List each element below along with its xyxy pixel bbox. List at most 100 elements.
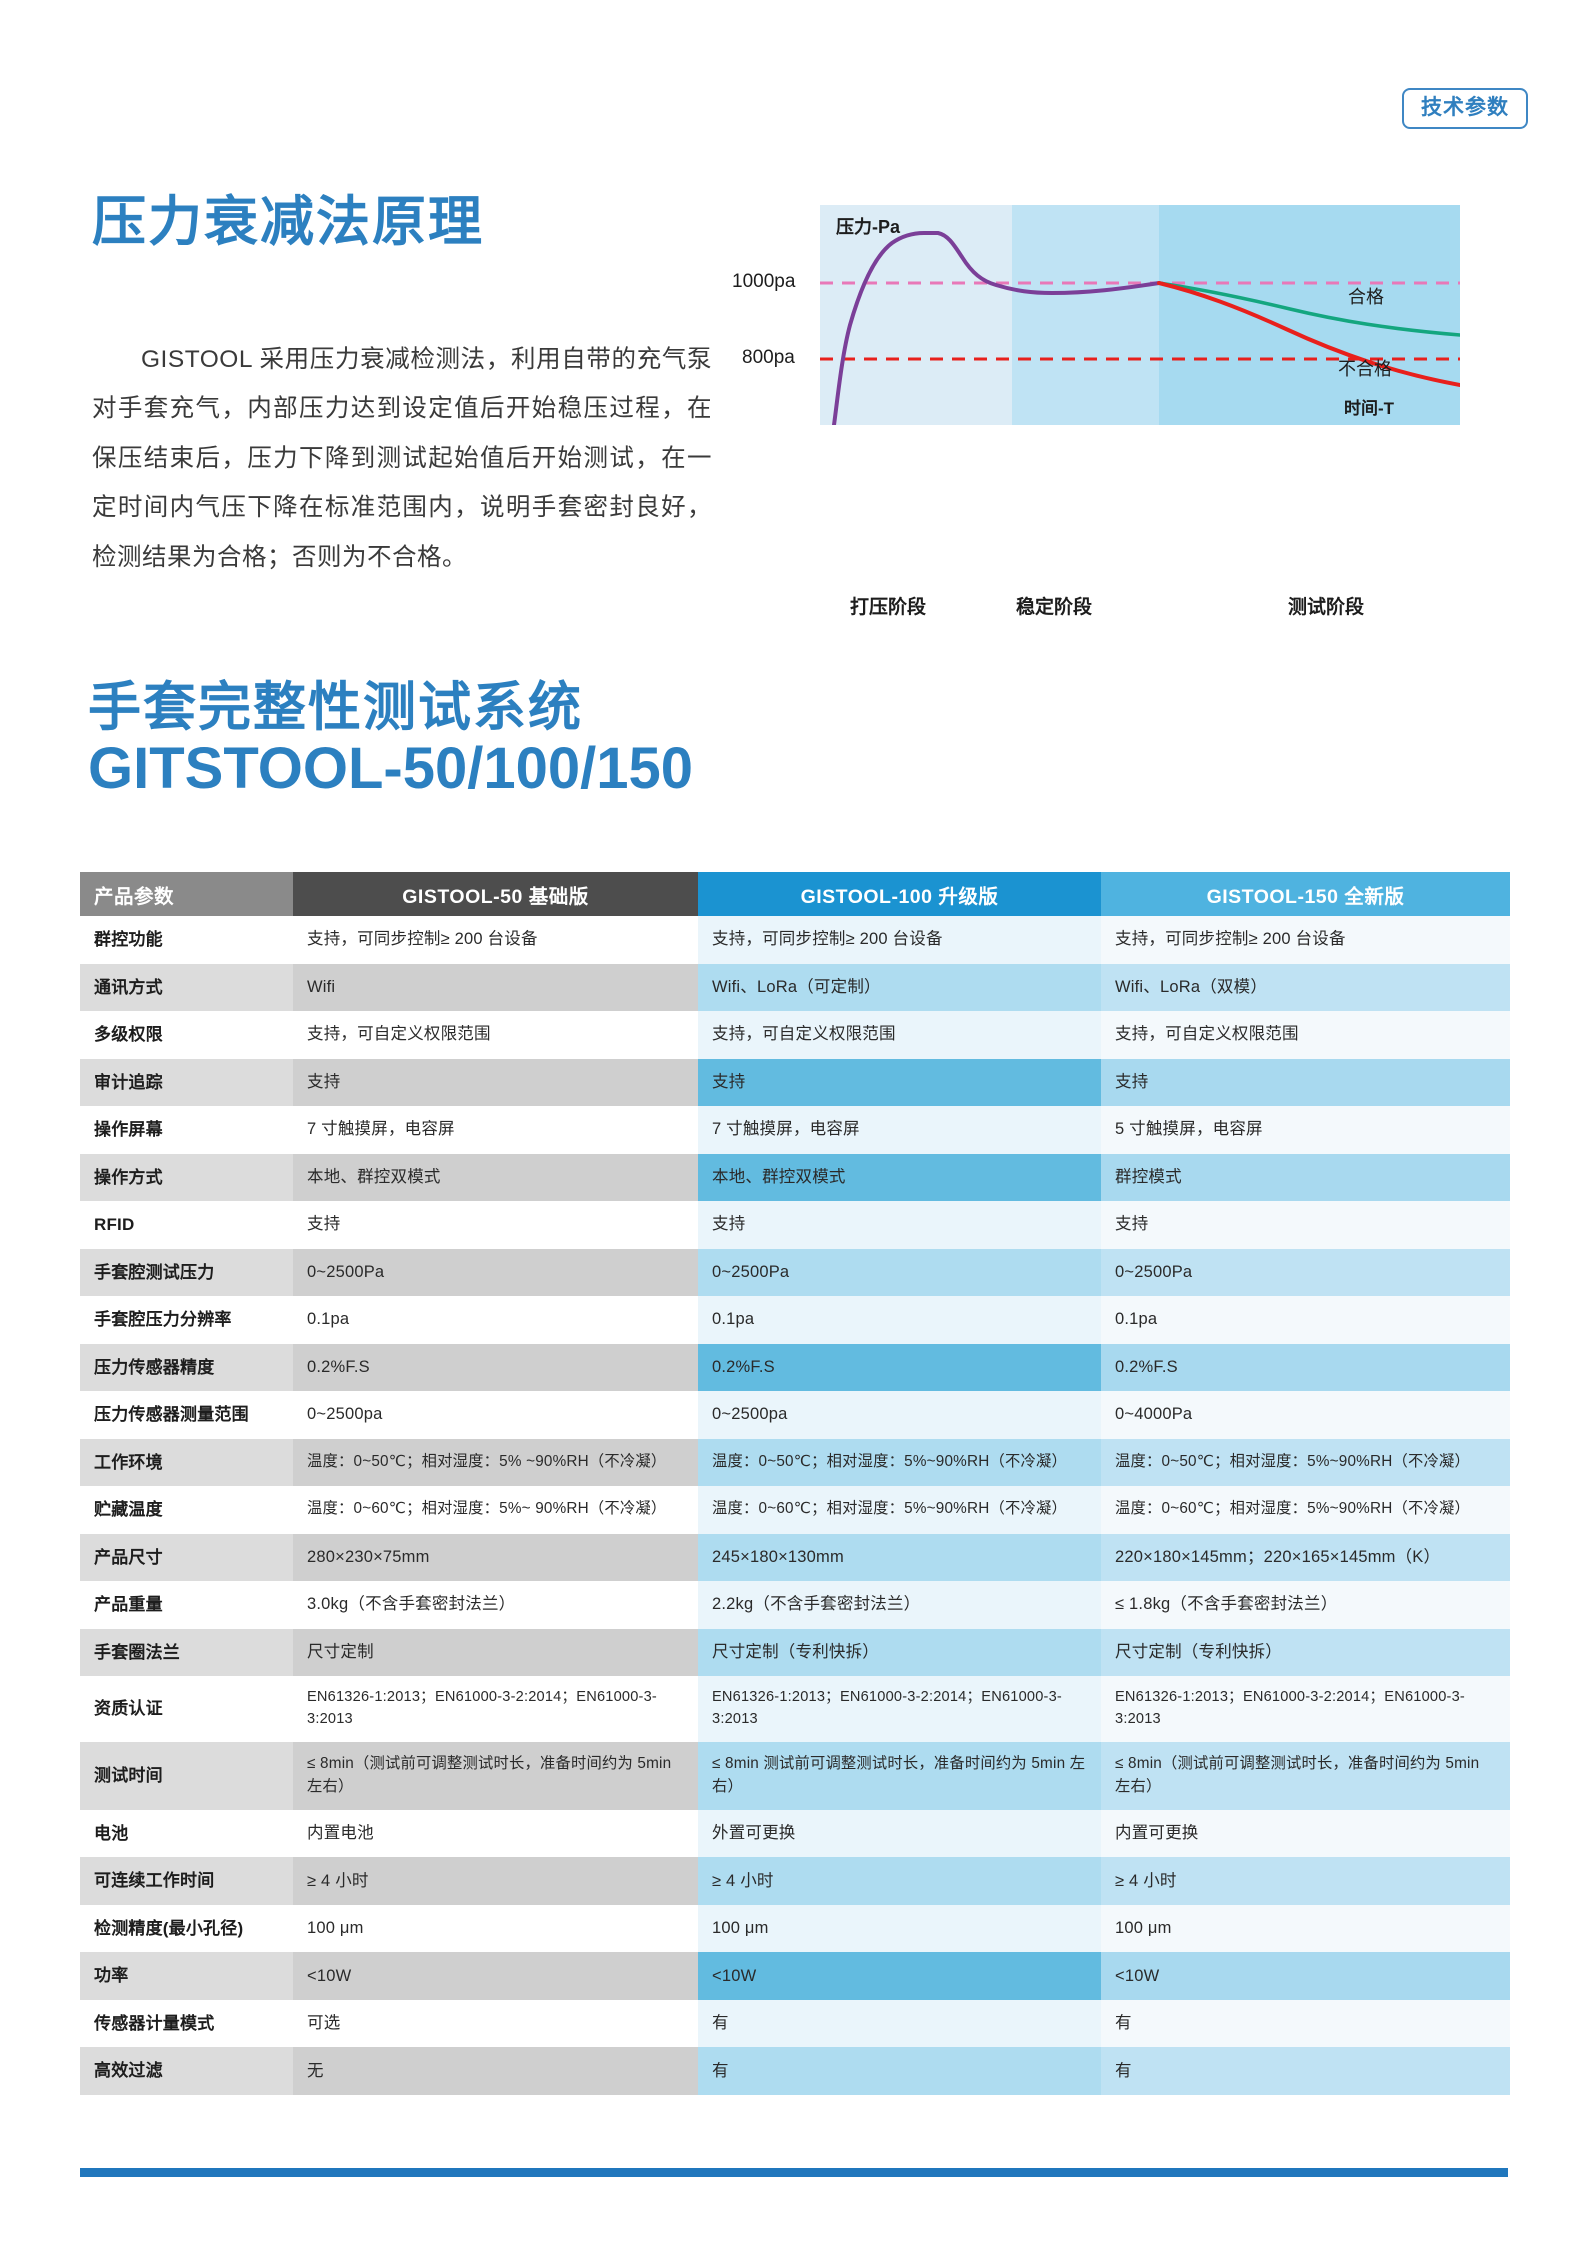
footer-rule bbox=[80, 2168, 1508, 2177]
row-param-label: 产品重量 bbox=[80, 1581, 293, 1629]
row-value-col2: 0.1pa bbox=[698, 1296, 1101, 1344]
table-row: 贮藏温度 温度：0~60℃；相对湿度：5%~ 90%RH（不冷凝） 温度：0~60℃… bbox=[80, 1486, 1510, 1534]
row-value-col2: 100 μm bbox=[698, 1904, 1101, 1953]
row-param-label: 压力传感器精度 bbox=[80, 1343, 293, 1391]
row-value-col1: 温度：0~50℃；相对湿度：5% ~90%RH（不冷凝） bbox=[293, 1438, 698, 1486]
row-param-label: 功率 bbox=[80, 1952, 293, 2000]
row-value-col2: 0~2500Pa bbox=[698, 1248, 1101, 1296]
curve-pass bbox=[1157, 281, 1460, 337]
table-row: 资质认证 EN61326-1:2013；EN61000-3-2:2014；EN61… bbox=[80, 1676, 1510, 1742]
row-value-col3: <10W bbox=[1101, 1952, 1510, 2000]
table-row: 压力传感器测量范围 0~2500pa 0~2500pa 0~4000Pa bbox=[80, 1391, 1510, 1439]
table-row: 通讯方式 Wifi Wifi、LoRa（可定制） Wifi、LoRa（双模） bbox=[80, 963, 1510, 1011]
col-header-param: 产品参数 bbox=[80, 872, 293, 916]
principle-title: 压力衰减法原理 bbox=[92, 192, 484, 252]
row-value-col3: EN61326-1:2013；EN61000-3-2:2014；EN61000-… bbox=[1101, 1676, 1510, 1742]
table-row: 电池 内置电池 外置可更换 内置可更换 bbox=[80, 1809, 1510, 1858]
curve-pressurize bbox=[832, 231, 1161, 425]
row-value-col2: 温度：0~50℃；相对湿度：5%~90%RH（不冷凝） bbox=[698, 1438, 1101, 1486]
row-value-col1: 支持 bbox=[293, 1058, 698, 1106]
product-title-cn: 手套完整性测试系统 bbox=[88, 678, 583, 737]
row-value-col1: 280×230×75mm bbox=[293, 1533, 698, 1581]
row-param-label: 高效过滤 bbox=[80, 2047, 293, 2095]
table-row: 工作环境 温度：0~50℃；相对湿度：5% ~90%RH（不冷凝） 温度：0~50℃… bbox=[80, 1438, 1510, 1486]
table-row: 高效过滤无有有 bbox=[80, 2047, 1510, 2095]
row-value-col1: 0.2%F.S bbox=[293, 1343, 698, 1391]
row-param-label: 电池 bbox=[80, 1809, 293, 1858]
row-value-col3: 内置可更换 bbox=[1101, 1809, 1510, 1858]
row-param-label: 资质认证 bbox=[80, 1676, 293, 1742]
row-value-col1: ≤ 8min（测试前可调整测试时长，准备时间约为 5min 左右） bbox=[293, 1741, 698, 1810]
table-row: 手套腔压力分辨率 0.1pa 0.1pa 0.1pa bbox=[80, 1296, 1510, 1344]
row-value-col2: 温度：0~60℃；相对湿度：5%~90%RH（不冷凝） bbox=[698, 1486, 1101, 1534]
row-value-col3: 有 bbox=[1101, 1999, 1510, 2048]
table-row: 测试时间 ≤ 8min（测试前可调整测试时长，准备时间约为 5min 左右） ≤ 8… bbox=[80, 1741, 1510, 1810]
row-value-col1: 7 寸触摸屏，电容屏 bbox=[293, 1106, 698, 1154]
table-row: 功率 <10W <10W <10W bbox=[80, 1952, 1510, 2000]
row-value-col2: 支持，可同步控制≥ 200 台设备 bbox=[698, 916, 1101, 964]
row-value-col3: 尺寸定制（专利快拆） bbox=[1101, 1628, 1510, 1676]
col-header-gistool100: GISTOOL-100 升级版 bbox=[698, 872, 1101, 916]
row-value-col2: 尺寸定制（专利快拆） bbox=[698, 1628, 1101, 1676]
row-value-col2: ≤ 8min 测试前可调整测试时长，准备时间约为 5min 左右） bbox=[698, 1741, 1101, 1810]
stage-band-stabilize bbox=[1012, 205, 1159, 425]
col-header-gistool50: GISTOOL-50 基础版 bbox=[293, 872, 698, 916]
col-header-gistool150: GISTOOL-150 全新版 bbox=[1101, 872, 1510, 916]
pressure-decay-chart: 压力-Pa 合格 不合格 时间-T 1000pa 800pa bbox=[732, 205, 1460, 425]
row-value-col3: 100 μm bbox=[1101, 1904, 1510, 1953]
legend-fail-label: 不合格 bbox=[1338, 359, 1392, 379]
row-value-col2: 0~2500pa bbox=[698, 1391, 1101, 1439]
product-title-en: GITSTOOL-50/100/150 bbox=[88, 736, 693, 802]
stage-band-pressurize bbox=[820, 205, 1012, 425]
stage-label-test: 测试阶段 bbox=[1288, 597, 1365, 618]
row-value-col2: <10W bbox=[698, 1952, 1101, 2000]
table-row: 压力传感器精度 0.2%F.S 0.2%F.S 0.2%F.S bbox=[80, 1343, 1510, 1391]
row-value-col2: Wifi、LoRa（可定制） bbox=[698, 963, 1101, 1011]
row-param-label: 产品尺寸 bbox=[80, 1533, 293, 1581]
row-value-col1: 温度：0~60℃；相对湿度：5%~ 90%RH（不冷凝） bbox=[293, 1486, 698, 1534]
table-row: 产品重量 3.0kg（不含手套密封法兰） 2.2kg（不含手套密封法兰） ≤ 1.8k… bbox=[80, 1581, 1510, 1629]
row-value-col1: 0~2500Pa bbox=[293, 1248, 698, 1296]
row-param-label: 可连续工作时间 bbox=[80, 1857, 293, 1905]
row-value-col1: 0.1pa bbox=[293, 1296, 698, 1344]
row-param-label: 压力传感器测量范围 bbox=[80, 1391, 293, 1439]
table-row: 群控功能 支持，可同步控制≥ 200 台设备 支持，可同步控制≥ 200 台设备 支持… bbox=[80, 916, 1510, 964]
row-value-col3: 群控模式 bbox=[1101, 1153, 1510, 1201]
row-value-col1: 100 μm bbox=[293, 1904, 698, 1953]
row-value-col3: 0.1pa bbox=[1101, 1296, 1510, 1344]
row-param-label: RFID bbox=[80, 1201, 293, 1249]
row-param-label: 工作环境 bbox=[80, 1438, 293, 1486]
row-param-label: 操作方式 bbox=[80, 1153, 293, 1201]
row-value-col1: 3.0kg（不含手套密封法兰） bbox=[293, 1581, 698, 1629]
row-param-label: 手套腔测试压力 bbox=[80, 1248, 293, 1296]
table-row: 检测精度(最小孔径) 100 μm 100 μm 100 μm bbox=[80, 1904, 1510, 1953]
row-value-col3: 0~4000Pa bbox=[1101, 1391, 1510, 1439]
row-value-col1: Wifi bbox=[293, 963, 698, 1011]
row-value-col3: 支持，可自定义权限范围 bbox=[1101, 1011, 1510, 1059]
row-value-col1: 内置电池 bbox=[293, 1809, 698, 1858]
product-heading: 手套完整性测试系统 GITSTOOL-50/100/150 bbox=[88, 678, 693, 802]
ytick-label-800pa: 800pa bbox=[742, 347, 795, 368]
table-row: 审计追踪 支持 支持 支持 bbox=[80, 1058, 1510, 1106]
row-value-col3: 0~2500Pa bbox=[1101, 1248, 1510, 1296]
row-param-label: 操作屏幕 bbox=[80, 1106, 293, 1154]
row-value-col2: 有 bbox=[698, 1999, 1101, 2048]
row-value-col2: 本地、群控双模式 bbox=[698, 1153, 1101, 1201]
row-value-col3: 5 寸触摸屏，电容屏 bbox=[1101, 1106, 1510, 1154]
legend-pass-label: 合格 bbox=[1348, 287, 1384, 307]
row-value-col3: Wifi、LoRa（双模） bbox=[1101, 963, 1510, 1011]
row-value-col3: ≤ 1.8kg（不含手套密封法兰） bbox=[1101, 1581, 1510, 1629]
row-value-col1: 支持，可自定义权限范围 bbox=[293, 1011, 698, 1059]
row-value-col1: 支持，可同步控制≥ 200 台设备 bbox=[293, 916, 698, 964]
row-value-col3: 220×180×145mm；220×165×145mm（K） bbox=[1101, 1533, 1510, 1581]
row-param-label: 贮藏温度 bbox=[80, 1486, 293, 1534]
table-row: 手套圈法兰 尺寸定制 尺寸定制（专利快拆） 尺寸定制（专利快拆） bbox=[80, 1628, 1510, 1676]
spec-table-head: 产品参数 GISTOOL-50 基础版 GISTOOL-100 升级版 GIST… bbox=[80, 872, 1510, 916]
row-value-col2: 0.2%F.S bbox=[698, 1343, 1101, 1391]
paragraph-text: GISTOOL 采用压力衰减检测法，利用自带的充气泵对手套充气，内部压力达到设定… bbox=[92, 346, 712, 571]
row-value-col1: 0~2500pa bbox=[293, 1391, 698, 1439]
row-param-label: 测试时间 bbox=[80, 1741, 293, 1810]
spec-table: 产品参数 GISTOOL-50 基础版 GISTOOL-100 升级版 GIST… bbox=[80, 872, 1510, 2095]
table-row: 操作方式 本地、群控双模式 本地、群控双模式 群控模式 bbox=[80, 1153, 1510, 1201]
